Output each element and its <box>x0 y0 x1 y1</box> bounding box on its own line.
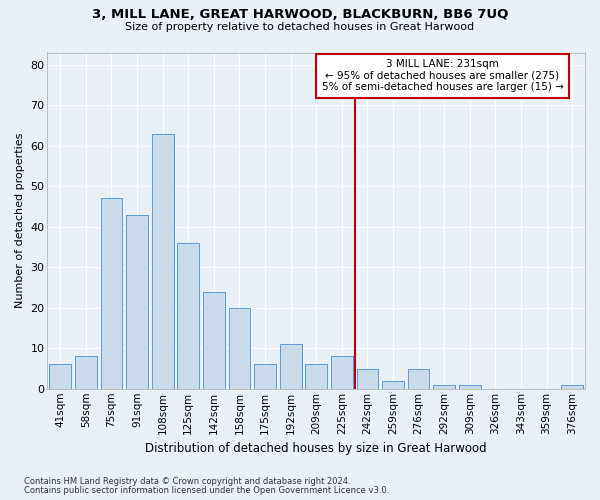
Bar <box>408 368 430 389</box>
Bar <box>562 384 583 389</box>
Bar <box>203 292 225 389</box>
Bar <box>75 356 97 389</box>
Bar <box>280 344 302 389</box>
Bar <box>178 243 199 389</box>
Bar <box>229 308 250 389</box>
Bar <box>459 384 481 389</box>
Bar <box>331 356 353 389</box>
Bar <box>382 380 404 389</box>
Bar <box>254 364 276 389</box>
Y-axis label: Number of detached properties: Number of detached properties <box>15 133 25 308</box>
Text: 3, MILL LANE, GREAT HARWOOD, BLACKBURN, BB6 7UQ: 3, MILL LANE, GREAT HARWOOD, BLACKBURN, … <box>92 8 508 20</box>
Text: Size of property relative to detached houses in Great Harwood: Size of property relative to detached ho… <box>125 22 475 32</box>
Bar <box>101 198 122 389</box>
Bar <box>126 214 148 389</box>
Bar <box>433 384 455 389</box>
Text: 3 MILL LANE: 231sqm
← 95% of detached houses are smaller (275)
5% of semi-detach: 3 MILL LANE: 231sqm ← 95% of detached ho… <box>322 59 563 92</box>
Bar <box>152 134 173 389</box>
X-axis label: Distribution of detached houses by size in Great Harwood: Distribution of detached houses by size … <box>145 442 487 455</box>
Bar <box>305 364 327 389</box>
Text: Contains HM Land Registry data © Crown copyright and database right 2024.: Contains HM Land Registry data © Crown c… <box>24 477 350 486</box>
Text: Contains public sector information licensed under the Open Government Licence v3: Contains public sector information licen… <box>24 486 389 495</box>
Bar <box>49 364 71 389</box>
Bar <box>356 368 379 389</box>
